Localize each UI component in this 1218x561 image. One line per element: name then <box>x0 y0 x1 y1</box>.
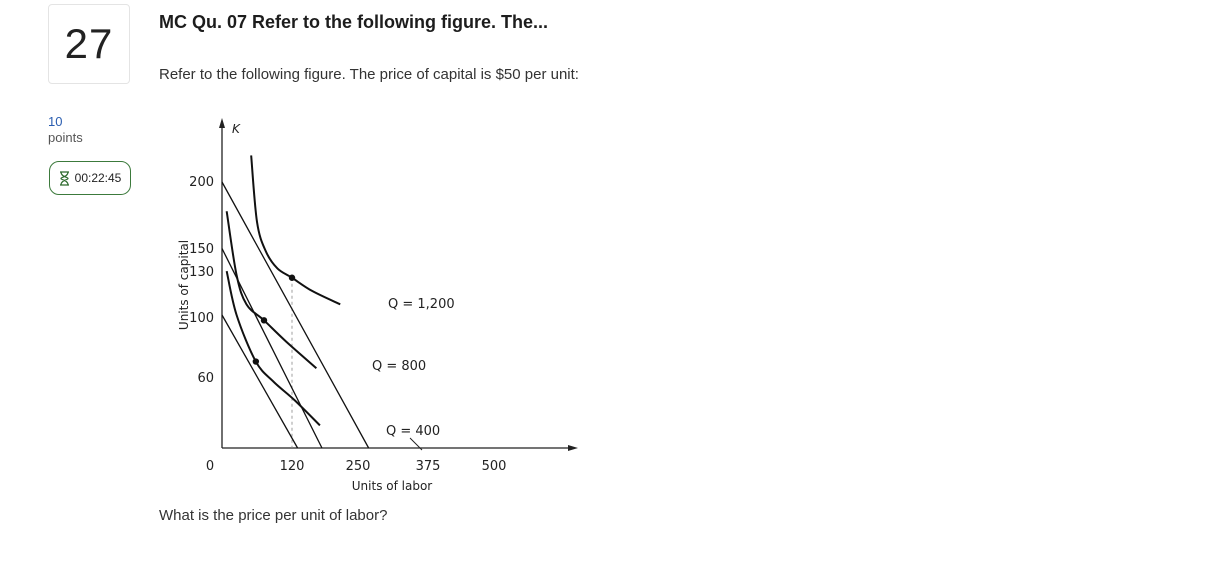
isoquant-curve <box>225 270 321 427</box>
isocost-line <box>221 181 370 449</box>
question-title: MC Qu. 07 Refer to the following figure.… <box>159 12 549 32</box>
points-value: 10 <box>48 114 63 129</box>
isoquant-label: Q = 400 <box>386 424 440 439</box>
question-ask: What is the price per unit of labor? <box>159 507 388 524</box>
tangency-point <box>252 358 260 365</box>
points-label: points <box>48 130 83 145</box>
x-tick-label: 500 <box>482 459 507 474</box>
x-axis-label: Units of labor <box>352 479 433 493</box>
question-number: 27 <box>64 20 114 67</box>
points-block: 10 points <box>48 114 83 146</box>
question-number-box: 27 <box>48 4 130 84</box>
x-tick-label: 250 <box>346 459 371 474</box>
y-tick-label: 130 <box>189 265 214 280</box>
x-axis-arrow <box>568 445 578 451</box>
tangency-point <box>288 274 296 281</box>
isoquant-label: Q = 800 <box>372 359 426 374</box>
y-axis-letter: K <box>232 122 241 136</box>
y-axis-label: Units of capital <box>177 240 191 330</box>
x-tick-label: 375 <box>416 459 441 474</box>
isocost-line <box>221 314 299 449</box>
y-tick-label: 60 <box>197 371 214 386</box>
x-tick-label: 120 <box>280 459 305 474</box>
y-tick-label: 100 <box>189 311 214 326</box>
timer-text: 00:22:45 <box>74 171 122 185</box>
question-prompt: Refer to the following figure. The price… <box>159 66 579 83</box>
y-tick-label: 200 <box>189 175 214 190</box>
label-leader <box>409 437 423 451</box>
x-tick-label: 0 <box>206 459 214 474</box>
isoquant-curve <box>250 155 341 306</box>
isoquant-figure: K Q = 1,200 Q = 800 Q = 400 200 150 130 100 60 0 1… <box>177 118 578 493</box>
isoquant-curve <box>225 211 318 369</box>
y-tick-label: 150 <box>189 242 214 257</box>
y-axis-arrow <box>219 118 225 128</box>
timer-badge[interactable]: 00:22:45 <box>49 161 131 195</box>
hourglass-icon <box>59 170 69 186</box>
isoquant-label: Q = 1,200 <box>388 297 455 312</box>
tangency-point <box>260 317 268 324</box>
